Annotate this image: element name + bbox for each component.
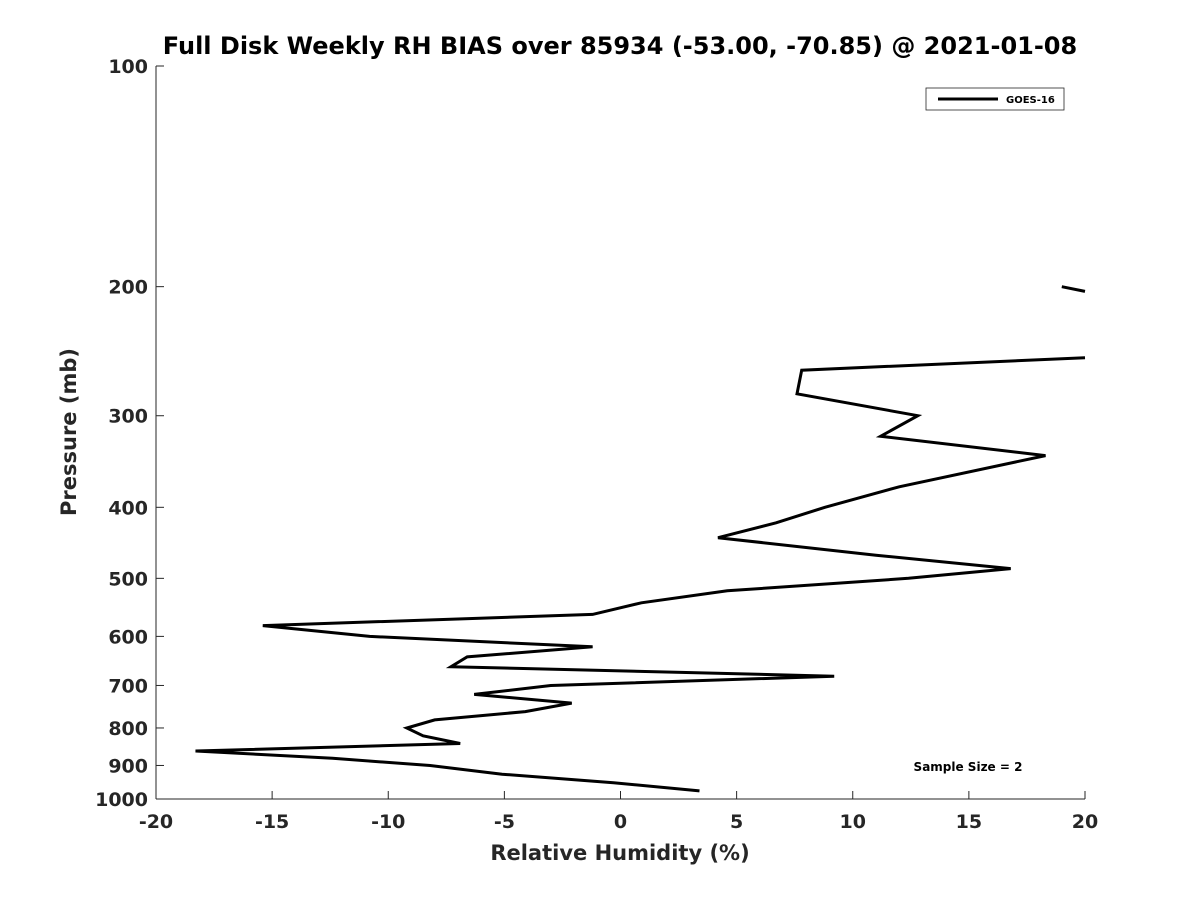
x-tick-label: -10 (371, 811, 405, 833)
y-axis-label: Pressure (mb) (57, 348, 81, 516)
plot-area (156, 66, 1085, 799)
x-axis-label: Relative Humidity (%) (490, 841, 749, 865)
y-tick-label: 1000 (95, 789, 148, 811)
x-tick-label: -5 (494, 811, 515, 833)
x-tick-label: 5 (730, 811, 743, 833)
y-tick-label: 900 (108, 755, 148, 777)
series-line-goes-16-segment (1061, 285, 1086, 293)
y-ticks: 100 200 300 400 500 600 700 800 900 1000 (95, 56, 164, 811)
y-tick-label: 700 (108, 675, 148, 697)
x-tick-label: -20 (139, 811, 173, 833)
y-tick-label: 600 (108, 626, 148, 648)
series-lines (195, 285, 1086, 793)
y-tick-label: 200 (108, 277, 148, 299)
legend-label-goes-16: GOES-16 (1006, 95, 1055, 106)
legend: GOES-16 (925, 87, 1065, 111)
x-tick-label: 10 (840, 811, 866, 833)
x-tick-label: 20 (1072, 811, 1098, 833)
series-line-goes-16-segment (195, 356, 1086, 793)
y-tick-label: 800 (108, 718, 148, 740)
x-tick-label: 15 (956, 811, 982, 833)
y-tick-label: 500 (108, 568, 148, 590)
y-tick-label: 300 (108, 406, 148, 428)
chart-title: Full Disk Weekly RH BIAS over 85934 (-53… (163, 32, 1077, 60)
annotation-sample-size: Sample Size = 2 (914, 760, 1023, 774)
x-tick-label: -15 (255, 811, 289, 833)
x-tick-label: 0 (614, 811, 627, 833)
y-tick-label: 100 (108, 56, 148, 78)
x-ticks: -20 -15 -10 -5 0 5 10 15 20 (139, 791, 1098, 833)
y-tick-label: 400 (108, 497, 148, 519)
